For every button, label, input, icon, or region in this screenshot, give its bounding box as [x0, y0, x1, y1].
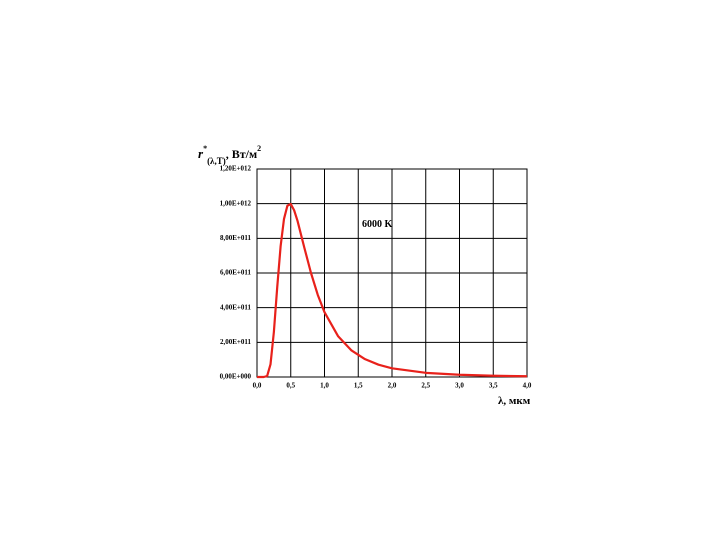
y-tick-label: 2,00E+011: [220, 338, 252, 346]
x-tick-label: 2,0: [388, 382, 397, 390]
y-label-unit: , Вт/м: [226, 147, 257, 161]
y-tick-label: 4,00E+011: [220, 303, 252, 311]
x-tick-label: 0,0: [253, 382, 262, 390]
y-tick-label: 1,00E+012: [220, 199, 252, 207]
y-label-sup: *: [203, 144, 207, 153]
x-tick-label: 4,0: [523, 382, 532, 390]
plot-border: [256, 168, 528, 378]
y-tick-label: 1,20E+012: [220, 165, 252, 173]
x-tick-label: 3,0: [455, 382, 464, 390]
annotation: 6000 K: [362, 219, 393, 230]
y-axis-label: r*(λ,T), Вт/м2: [198, 144, 261, 166]
y-label-unit-sup: 2: [257, 144, 261, 153]
x-axis-label: λ, мкм: [498, 395, 531, 407]
y-tick-label: 0,00E+000: [220, 373, 252, 381]
y-tick-label: 6,00E+011: [220, 269, 252, 277]
x-tick-label: 2,5: [421, 382, 430, 390]
x-tick-label: 1,0: [320, 382, 329, 390]
x-tick-label: 1,5: [354, 382, 363, 390]
y-tick-label: 8,00E+011: [220, 234, 252, 242]
x-tick-label: 0,5: [286, 382, 295, 390]
y-label-sub: (λ,T): [207, 156, 226, 166]
curve: [257, 202, 528, 379]
x-tick-label: 3,5: [489, 382, 498, 390]
y-label-symbol: r: [198, 146, 204, 161]
